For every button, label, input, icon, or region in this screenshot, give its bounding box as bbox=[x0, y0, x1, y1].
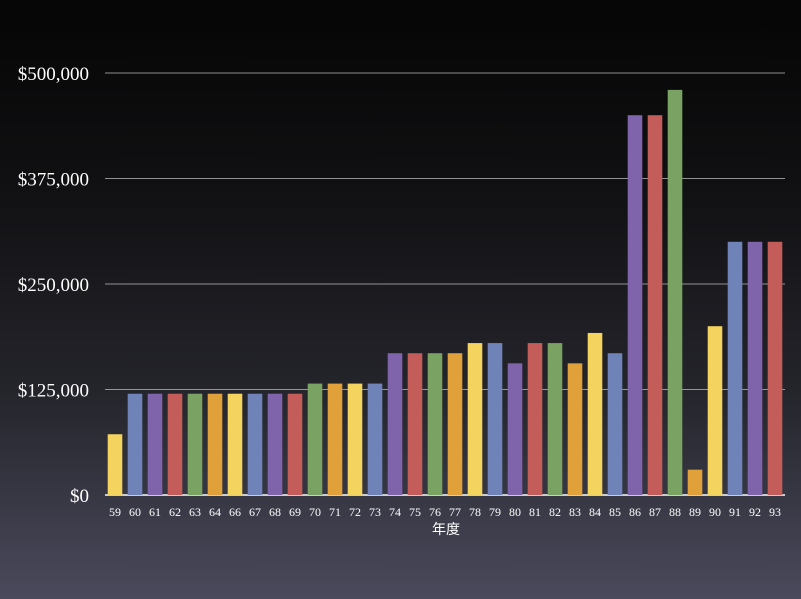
bar-87 bbox=[647, 115, 663, 495]
bar-74 bbox=[387, 353, 403, 495]
bar-75 bbox=[407, 353, 423, 495]
x-tick-label: 76 bbox=[429, 505, 441, 519]
x-tick-label: 92 bbox=[749, 505, 761, 519]
x-tick-label: 66 bbox=[229, 505, 241, 519]
x-tick-label: 85 bbox=[609, 505, 621, 519]
x-tick-label: 67 bbox=[249, 505, 261, 519]
bar-67 bbox=[247, 393, 263, 495]
x-tick-label: 87 bbox=[649, 505, 661, 519]
bar-66 bbox=[227, 393, 243, 495]
x-tick-label: 75 bbox=[409, 505, 421, 519]
bar-77 bbox=[447, 353, 463, 495]
x-tick-label: 72 bbox=[349, 505, 361, 519]
bar-69 bbox=[287, 393, 303, 495]
x-tick-label: 78 bbox=[469, 505, 481, 519]
x-tick-label: 84 bbox=[589, 505, 601, 519]
x-tick-label: 81 bbox=[529, 505, 541, 519]
gridlines bbox=[105, 72, 785, 496]
y-axis-tick-labels: $0 $125,000 $250,000 $375,000 $500,000 bbox=[18, 64, 89, 507]
bar-71 bbox=[327, 383, 343, 495]
bar-82 bbox=[547, 343, 563, 495]
x-tick-label: 93 bbox=[769, 505, 781, 519]
x-tick-label: 62 bbox=[169, 505, 181, 519]
x-tick-label: 64 bbox=[209, 505, 221, 519]
bar-70 bbox=[307, 383, 323, 495]
bar-91 bbox=[727, 241, 743, 495]
bar-89 bbox=[687, 469, 703, 495]
x-tick-label: 77 bbox=[449, 505, 461, 519]
bar-84 bbox=[587, 332, 603, 495]
bars bbox=[107, 89, 783, 495]
bar-80 bbox=[507, 363, 523, 495]
y-tick-label: $125,000 bbox=[18, 381, 89, 402]
x-tick-label: 82 bbox=[549, 505, 561, 519]
x-tick-label: 90 bbox=[709, 505, 721, 519]
bar-61 bbox=[147, 393, 163, 495]
bar-64 bbox=[207, 393, 223, 495]
x-tick-label: 80 bbox=[509, 505, 521, 519]
bar-85 bbox=[607, 353, 623, 495]
bar-78 bbox=[467, 343, 483, 495]
bar-83 bbox=[567, 363, 583, 495]
bar-63 bbox=[187, 393, 203, 495]
x-tick-label: 69 bbox=[289, 505, 301, 519]
x-tick-label: 74 bbox=[389, 505, 401, 519]
bar-93 bbox=[767, 241, 783, 495]
x-tick-label: 71 bbox=[329, 505, 341, 519]
bar-88 bbox=[667, 89, 683, 495]
y-tick-label: $0 bbox=[70, 486, 89, 507]
x-tick-label: 88 bbox=[669, 505, 681, 519]
bar-72 bbox=[347, 383, 363, 495]
x-tick-label: 59 bbox=[109, 505, 121, 519]
bar-81 bbox=[527, 343, 543, 495]
x-axis-title: 年度 bbox=[432, 522, 460, 538]
y-tick-label: $250,000 bbox=[18, 275, 89, 296]
y-tick-label: $375,000 bbox=[18, 170, 89, 191]
bar-62 bbox=[167, 393, 183, 495]
x-tick-label: 73 bbox=[369, 505, 381, 519]
x-tick-label: 68 bbox=[269, 505, 281, 519]
bar-86 bbox=[627, 115, 643, 495]
x-axis-tick-labels: 59 60 61 62 63 64 66 67 68 69 70 71 72 73 74 75 76 77 78 79… bbox=[109, 505, 781, 519]
bar-59 bbox=[107, 434, 123, 495]
x-tick-label: 70 bbox=[309, 505, 321, 519]
bar-79 bbox=[487, 343, 503, 495]
x-tick-label: 61 bbox=[149, 505, 161, 519]
bar-68 bbox=[267, 393, 283, 495]
bar-92 bbox=[747, 241, 763, 495]
y-tick-label: $500,000 bbox=[18, 64, 89, 85]
x-tick-label: 91 bbox=[729, 505, 741, 519]
bar-90 bbox=[707, 326, 723, 495]
x-tick-label: 60 bbox=[129, 505, 141, 519]
x-tick-label: 86 bbox=[629, 505, 641, 519]
bar-76 bbox=[427, 353, 443, 495]
x-tick-label: 83 bbox=[569, 505, 581, 519]
x-tick-label: 79 bbox=[489, 505, 501, 519]
bar-73 bbox=[367, 383, 383, 495]
x-tick-label: 89 bbox=[689, 505, 701, 519]
x-tick-label: 63 bbox=[189, 505, 201, 519]
bar-60 bbox=[127, 393, 143, 495]
